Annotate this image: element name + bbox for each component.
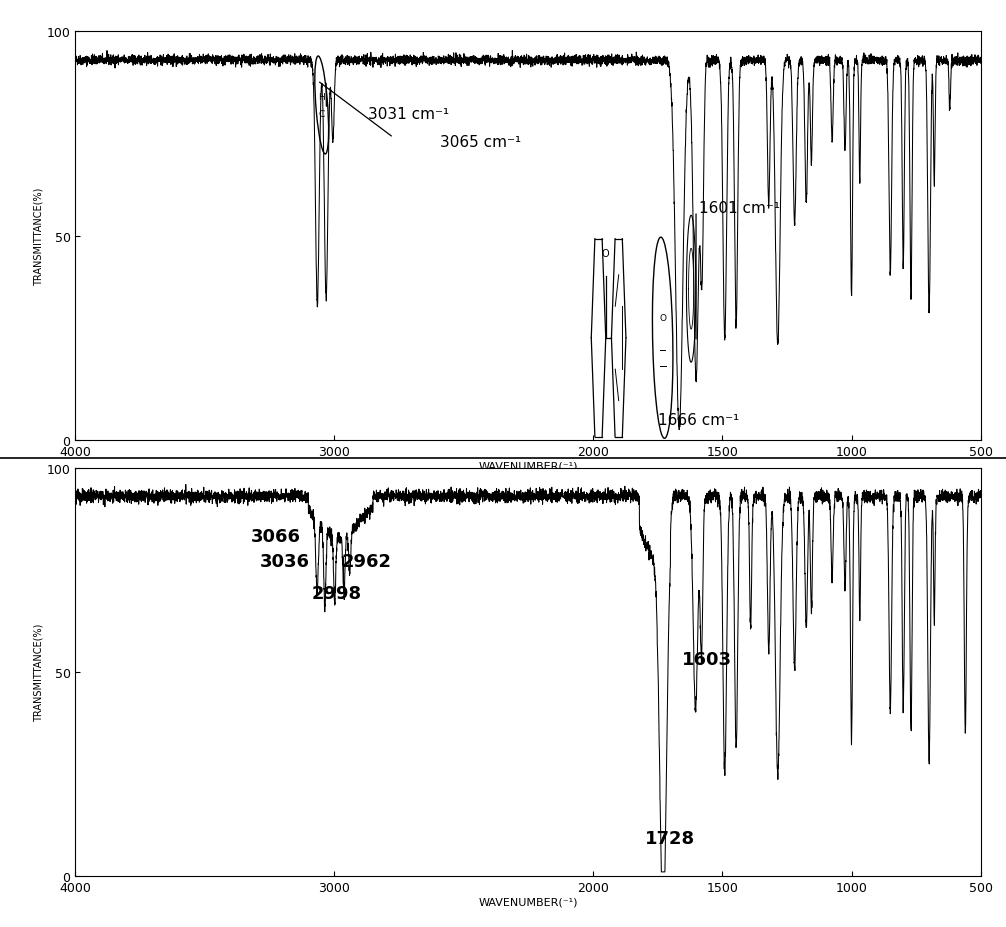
Text: 1601 cm⁻¹: 1601 cm⁻¹ <box>699 200 780 215</box>
Text: 3036: 3036 <box>260 552 310 570</box>
Text: 1666 cm⁻¹: 1666 cm⁻¹ <box>658 413 739 427</box>
Text: 3031 cm⁻¹: 3031 cm⁻¹ <box>368 107 449 121</box>
X-axis label: WAVENUMBER(⁻¹): WAVENUMBER(⁻¹) <box>479 896 577 907</box>
Text: 1728: 1728 <box>646 830 695 847</box>
Text: O: O <box>602 248 610 259</box>
Text: 3065 cm⁻¹: 3065 cm⁻¹ <box>441 135 521 150</box>
Text: 2998: 2998 <box>312 585 362 603</box>
Text: O: O <box>659 313 666 323</box>
Y-axis label: TRANSMITTANCE(%): TRANSMITTANCE(%) <box>34 623 44 721</box>
Text: H: H <box>318 94 325 102</box>
Text: 2962: 2962 <box>342 552 392 570</box>
X-axis label: WAVENUMBER(⁻¹): WAVENUMBER(⁻¹) <box>479 461 577 471</box>
Text: 3066: 3066 <box>250 527 301 546</box>
Text: C: C <box>319 109 325 119</box>
Y-axis label: TRANSMITTANCE(%): TRANSMITTANCE(%) <box>34 187 44 286</box>
Text: 1603: 1603 <box>682 650 731 668</box>
